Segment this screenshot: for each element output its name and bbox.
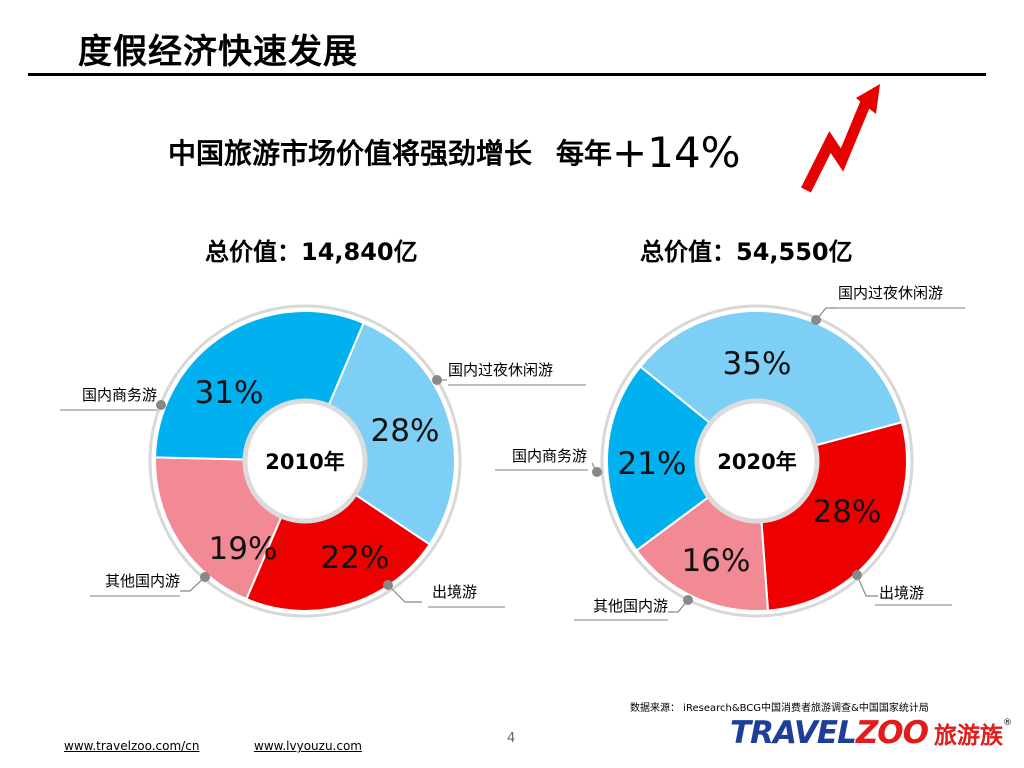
data-source: 数据来源： iResearch&BCG中国消费者旅游调查&中国国家统计局 xyxy=(630,703,929,714)
headline-suffix: 每年 xyxy=(556,137,613,170)
callout-dot xyxy=(592,467,602,477)
slice-value-label: 21% xyxy=(618,446,687,482)
donut-hole xyxy=(242,398,368,524)
callout-leader xyxy=(668,599,689,613)
donut-center-label: 2010年 xyxy=(265,450,344,474)
slice-value-label: 31% xyxy=(195,375,264,411)
slice-value-label: 28% xyxy=(813,494,882,530)
slice-value-label: 22% xyxy=(321,540,390,576)
logo-text-travel: TRAVEL xyxy=(730,715,857,751)
callout-leader xyxy=(387,584,422,603)
callout-leader xyxy=(180,576,206,592)
callout-dot xyxy=(383,580,393,590)
headline-text: 中国旅游市场价值将强劲增长 xyxy=(168,137,533,170)
headline: 中国旅游市场价值将强劲增长 每年+14% xyxy=(168,128,741,177)
logo-text-cn: 旅游族 xyxy=(934,723,1004,749)
title-divider xyxy=(28,73,986,76)
callout-leader xyxy=(856,574,878,597)
slice-value-label: 16% xyxy=(682,543,751,579)
slice-category-label: 其他国内游 xyxy=(105,572,180,590)
chart-2020-title: 总价值：54,550亿 xyxy=(640,238,853,266)
growth-rate: +14% xyxy=(612,128,741,177)
slice-category-label: 国内商务游 xyxy=(82,386,157,404)
slice-category-label: 其他国内游 xyxy=(593,597,668,615)
donut-center-label: 2020年 xyxy=(717,450,796,474)
lvyouzu-link[interactable]: www.lvyouzu.com xyxy=(254,739,362,753)
growth-arrow-icon xyxy=(801,84,880,193)
callout-dot xyxy=(200,572,210,582)
callout-dot xyxy=(811,315,821,325)
slice-category-label: 出境游 xyxy=(432,583,477,601)
page-number: 4 xyxy=(507,731,516,746)
registered-mark: ® xyxy=(1003,718,1013,728)
donut-hole xyxy=(694,398,820,524)
chart-2010-title: 总价值：14,840亿 xyxy=(205,238,418,266)
travelzoo-logo: TRAVELZOO 旅游族® xyxy=(730,715,1012,751)
callout-dot xyxy=(852,570,862,580)
page-title: 度假经济快速发展 xyxy=(78,32,358,72)
callout-dot xyxy=(156,400,166,410)
logo-text-zoo: ZOO xyxy=(855,715,929,751)
slice-category-label: 国内商务游 xyxy=(512,447,587,465)
slice-category-label: 国内过夜休闲游 xyxy=(448,361,553,379)
slice-category-label: 出境游 xyxy=(879,584,924,602)
callout-dot xyxy=(683,595,693,605)
travelzoo-link[interactable]: www.travelzoo.com/cn xyxy=(64,739,200,753)
slice-value-label: 19% xyxy=(209,531,278,567)
slice-value-label: 28% xyxy=(371,413,440,449)
callout-dot xyxy=(432,375,442,385)
slice-value-label: 35% xyxy=(723,346,792,382)
slice-category-label: 国内过夜休闲游 xyxy=(838,284,943,302)
